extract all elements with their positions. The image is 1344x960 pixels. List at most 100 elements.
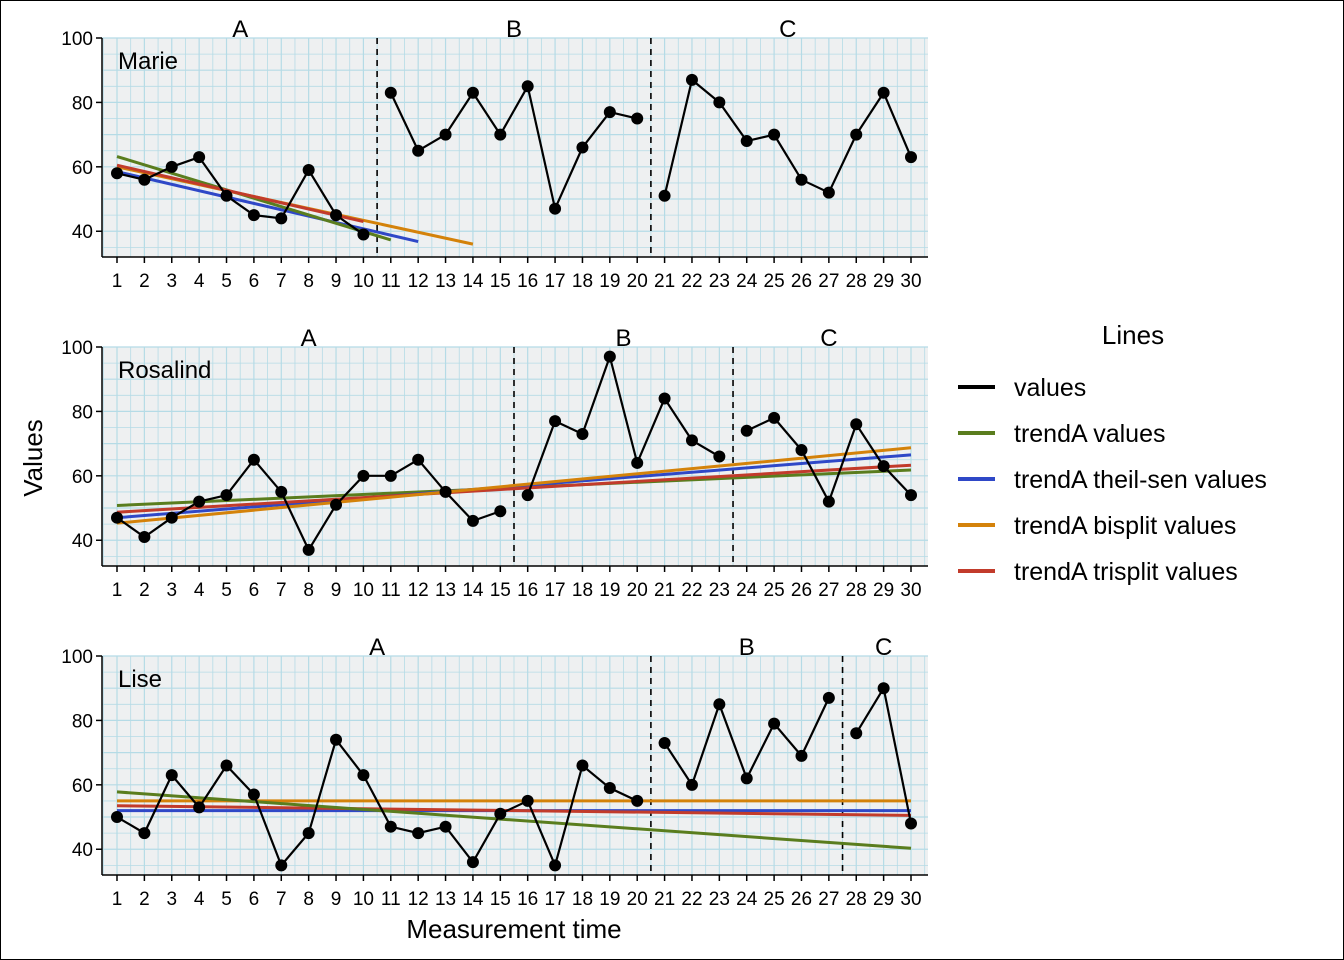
x-tick-label: 11: [381, 580, 401, 601]
data-point: [603, 106, 616, 119]
trend-line: [116, 790, 912, 850]
data-point: [658, 392, 671, 405]
x-tick-label: 12: [408, 580, 429, 601]
x-tick-label: 27: [818, 580, 839, 601]
values-line: [389, 83, 638, 213]
case-label: Lise: [118, 666, 162, 693]
x-tick-label: 26: [791, 580, 812, 601]
x-tick-label: 6: [249, 580, 260, 601]
panel-background: [102, 38, 928, 257]
data-point: [521, 80, 534, 93]
data-point: [275, 859, 288, 872]
x-tick-label: 2: [139, 580, 150, 601]
data-point: [330, 498, 343, 511]
x-tick-label: 22: [681, 271, 702, 292]
phase-label: B: [616, 325, 632, 352]
data-point: [111, 811, 123, 824]
x-tick-label: 25: [764, 271, 785, 292]
x-tick-label: 3: [166, 271, 177, 292]
x-tick-label: 19: [599, 271, 620, 292]
data-point: [193, 495, 206, 508]
legend-label: trendA bisplit values: [1014, 512, 1236, 540]
data-point: [193, 801, 206, 814]
x-tick-label: 1: [112, 271, 123, 292]
y-axis-title: Values: [18, 419, 48, 497]
data-point: [494, 128, 507, 141]
data-point: [412, 453, 425, 466]
data-point: [165, 769, 178, 782]
data-point: [302, 543, 315, 556]
values-line: [116, 737, 638, 869]
data-point: [412, 827, 425, 840]
data-point: [275, 212, 288, 225]
data-point: [220, 759, 233, 772]
x-tick-label: 16: [517, 271, 538, 292]
x-tick-label: 7: [276, 889, 287, 910]
data-point: [384, 469, 397, 482]
y-tick-label: 60: [72, 158, 93, 179]
x-tick-label: 17: [544, 580, 565, 601]
x-tick-label: 26: [791, 271, 812, 292]
data-point: [658, 736, 671, 749]
x-tick-label: 12: [408, 271, 429, 292]
x-tick-label: 18: [572, 271, 593, 292]
x-tick-label: 29: [873, 271, 894, 292]
data-point: [302, 827, 315, 840]
data-point: [111, 511, 123, 524]
data-point: [247, 788, 260, 801]
data-point: [576, 759, 589, 772]
x-tick-label: 24: [736, 889, 758, 910]
values-line: [663, 77, 913, 197]
data-point: [247, 453, 260, 466]
x-tick-label: 22: [681, 580, 702, 601]
x-tick-label: 6: [249, 271, 260, 292]
data-point: [193, 151, 206, 164]
x-tick-label: 28: [846, 889, 867, 910]
x-tick-label: 14: [462, 889, 484, 910]
data-point: [768, 128, 781, 141]
case-label: Marie: [118, 48, 178, 75]
data-point: [220, 189, 233, 202]
x-tick-label: 17: [544, 271, 565, 292]
x-tick-label: 15: [490, 580, 511, 601]
x-tick-label: 21: [654, 889, 675, 910]
x-tick-label: 30: [900, 889, 921, 910]
data-point: [549, 415, 562, 428]
x-tick-label: 15: [490, 271, 511, 292]
data-point: [439, 820, 452, 833]
x-tick-label: 16: [517, 580, 538, 601]
x-tick-label: 21: [654, 271, 675, 292]
x-tick-label: 30: [900, 271, 921, 292]
data-point: [439, 485, 452, 498]
data-point: [822, 691, 835, 704]
trend-line: [116, 463, 912, 514]
x-tick-label: 19: [599, 580, 620, 601]
x-tick-label: 13: [435, 271, 456, 292]
x-tick-label: 1: [112, 889, 123, 910]
data-point: [740, 772, 753, 785]
data-point: [713, 96, 726, 109]
legend: Lines values trendA values trendA theil-se…: [958, 320, 1267, 586]
data-point: [713, 450, 726, 463]
data-point: [768, 411, 781, 424]
x-tick-label: 13: [435, 580, 456, 601]
x-tick-label: 4: [194, 271, 205, 292]
x-tick-label: 30: [900, 580, 921, 601]
phase-label: C: [875, 634, 892, 661]
data-point: [877, 682, 890, 695]
y-tick-label: 60: [72, 776, 93, 797]
x-tick-label: 18: [572, 889, 593, 910]
phase-label: A: [232, 16, 248, 43]
x-tick-label: 26: [791, 889, 812, 910]
data-point: [384, 820, 397, 833]
x-tick-label: 28: [846, 271, 867, 292]
phase-label: A: [369, 634, 385, 661]
data-point: [165, 511, 178, 524]
x-tick-label: 9: [331, 271, 342, 292]
data-point: [850, 418, 863, 431]
data-point: [685, 434, 698, 447]
data-point: [357, 769, 370, 782]
data-point: [549, 859, 562, 872]
